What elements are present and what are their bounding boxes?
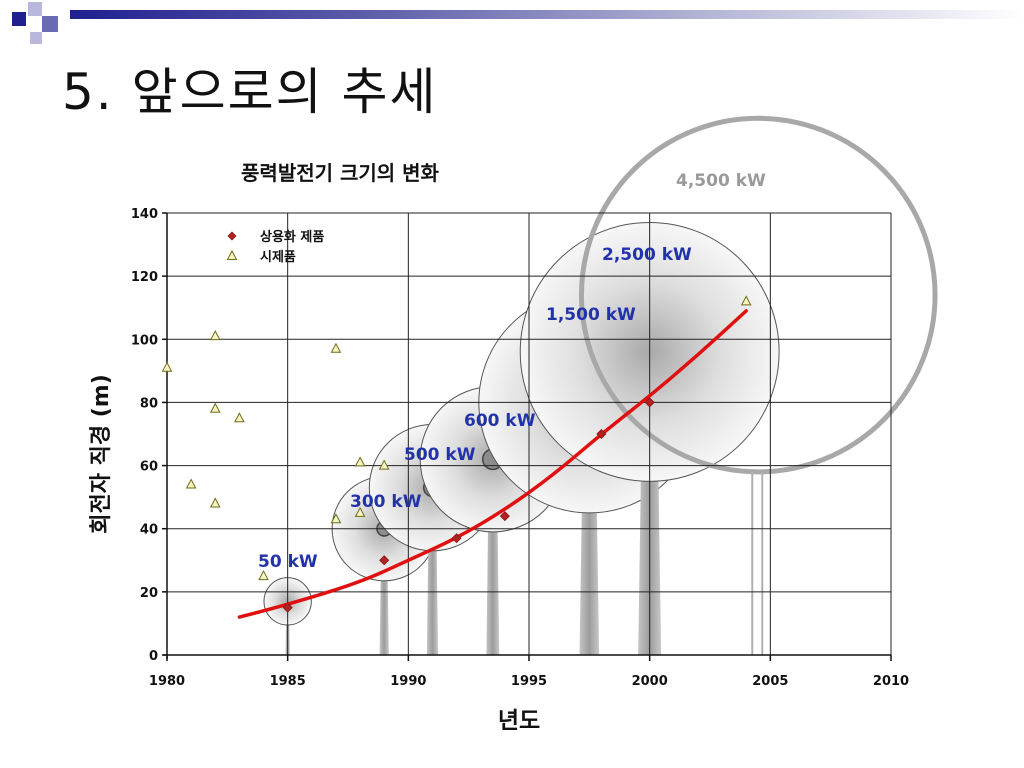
data-point-1-6 xyxy=(258,570,269,581)
data-point-0-1 xyxy=(379,555,390,566)
data-point-0-3 xyxy=(499,511,510,522)
turbine-label-4: 1,500 kW xyxy=(546,305,636,325)
data-point-0-2 xyxy=(451,533,462,544)
data-point-1-1 xyxy=(185,478,197,489)
decor-square-dark xyxy=(12,12,26,26)
decor-square-light xyxy=(28,2,42,16)
slide-header-decoration xyxy=(0,0,1024,48)
grid-layer xyxy=(167,212,892,655)
legend-label-0: 상용화 제품 xyxy=(260,229,324,245)
title-gradient-bar xyxy=(70,10,1024,19)
turbine-label-2: 500 kW xyxy=(404,445,476,465)
data-point-0-5 xyxy=(644,397,655,408)
x-tick-label-1985: 1985 xyxy=(270,674,306,689)
turbine-label-0: 50 kW xyxy=(258,552,318,572)
turbine-label-1: 300 kW xyxy=(350,492,422,512)
x-tick-label-1980: 1980 xyxy=(149,674,185,689)
turbine-label-6: 4,500 kW xyxy=(676,171,766,191)
trend-line xyxy=(237,309,748,619)
data-point-1-9 xyxy=(354,456,366,467)
data-point-1-8 xyxy=(330,513,342,524)
y-tick-label-80: 80 xyxy=(140,396,158,411)
decor-square-mid xyxy=(42,16,58,32)
data-point-1-0 xyxy=(161,361,173,372)
data-point-1-10 xyxy=(354,506,366,517)
x-tick-label-1990: 1990 xyxy=(390,674,426,689)
x-tick-label-2000: 2000 xyxy=(632,674,668,689)
data-point-1-7 xyxy=(330,342,342,353)
legend-marker-0 xyxy=(227,231,237,241)
y-tick-label-100: 100 xyxy=(131,333,158,348)
x-tick-label-2010: 2010 xyxy=(873,674,909,689)
series-1 xyxy=(161,295,752,581)
data-point-0-4 xyxy=(596,429,607,439)
turbine-label-3: 600 kW xyxy=(464,411,536,431)
y-tick-label-20: 20 xyxy=(140,586,158,601)
data-point-1-4 xyxy=(209,497,221,508)
y-tick-label-0: 0 xyxy=(149,649,158,664)
data-point-1-3 xyxy=(209,402,221,413)
turbines-layer xyxy=(263,115,938,655)
y-axis-label: 회전자 직경 (m) xyxy=(89,374,114,534)
data-point-1-2 xyxy=(209,330,221,341)
chart-title: 풍력발전기 크기의 변화 xyxy=(241,161,440,185)
y-tick-label-60: 60 xyxy=(140,460,158,475)
slide-title: 5. 앞으로의 추세 xyxy=(62,63,438,121)
series-0 xyxy=(282,397,655,613)
y-tick-label-120: 120 xyxy=(131,270,158,285)
data-point-1-12 xyxy=(740,295,752,306)
legend-label-1: 시제품 xyxy=(260,250,296,265)
y-tick-label-140: 140 xyxy=(131,207,158,222)
turbine-label-5: 2,500 kW xyxy=(602,245,692,265)
y-tick-label-40: 40 xyxy=(140,523,158,538)
x-tick-label-2005: 2005 xyxy=(752,674,788,689)
decor-square-pale xyxy=(30,32,42,44)
legend-marker-1 xyxy=(226,249,238,260)
x-axis-label: 년도 xyxy=(498,708,540,734)
data-point-1-11 xyxy=(378,459,390,470)
turbine-rotor-6 xyxy=(578,115,938,475)
data-point-0-0 xyxy=(282,602,293,613)
x-tick-label-1995: 1995 xyxy=(511,674,547,689)
data-point-1-5 xyxy=(234,412,245,423)
